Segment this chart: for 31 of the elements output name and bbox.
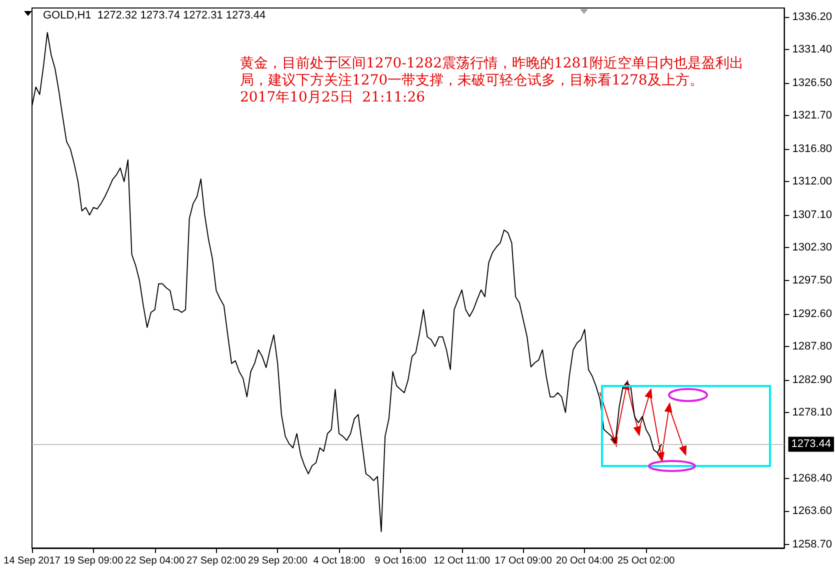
x-tick-label: 14 Sep 2017: [4, 556, 61, 566]
x-tick-label: 20 Oct 04:00: [556, 556, 614, 566]
y-tick-label: 1287.80: [792, 340, 832, 352]
x-tick-label: 17 Oct 09:00: [494, 556, 552, 566]
x-tick-label: 27 Sep 02:00: [186, 556, 246, 566]
y-tick-label: 1282.90: [792, 374, 832, 386]
y-tick-label: 1321.70: [792, 110, 832, 122]
y-tick-label: 1307.10: [792, 209, 832, 222]
y-tick-label: 1312.00: [792, 176, 832, 188]
y-tick-label: 1297.50: [792, 274, 832, 286]
x-tick-label: 12 Oct 11:00: [434, 556, 491, 566]
y-tick-label: 1263.60: [792, 505, 832, 518]
chart-title: GOLD,H1 1272.32 1273.74 1272.31 1273.44: [43, 10, 266, 22]
x-tick-label: 22 Sep 04:00: [125, 556, 185, 566]
y-tick-label: 1258.70: [792, 538, 832, 551]
y-tick-label: 1326.50: [792, 76, 832, 89]
y-tick-label: 1292.60: [792, 308, 832, 320]
y-tick-label: 1331.40: [792, 44, 832, 56]
y-tick-label: 1316.80: [792, 142, 832, 155]
x-tick-label: 4 Oct 18:00: [313, 556, 366, 566]
annotation: 黄金，目前处于区间1270-1282震荡行情，昨晚的1281附近空单日内也是盈利出局，建议下方关注1270一带支撑，未破可轻仓试多，目标看1278及上方。: [240, 56, 744, 88]
x-tick-label: 25 Oct 02:00: [617, 556, 676, 566]
y-tick-label: 1302.30: [792, 242, 832, 254]
y-tick-label: 1268.40: [792, 472, 832, 485]
y-tick-label: 1336.20: [792, 10, 832, 23]
x-tick-label: 29 Sep 20:00: [248, 556, 308, 566]
x-tick-label: 9 Oct 16:00: [374, 556, 427, 566]
x-tick-label: 19 Sep 09:00: [64, 556, 124, 566]
y-tick-label: 1278.10: [792, 406, 832, 418]
annotation: 2017年10月25日 21:11:26: [240, 90, 426, 106]
ref-line-label: 1273.44: [791, 438, 832, 450]
